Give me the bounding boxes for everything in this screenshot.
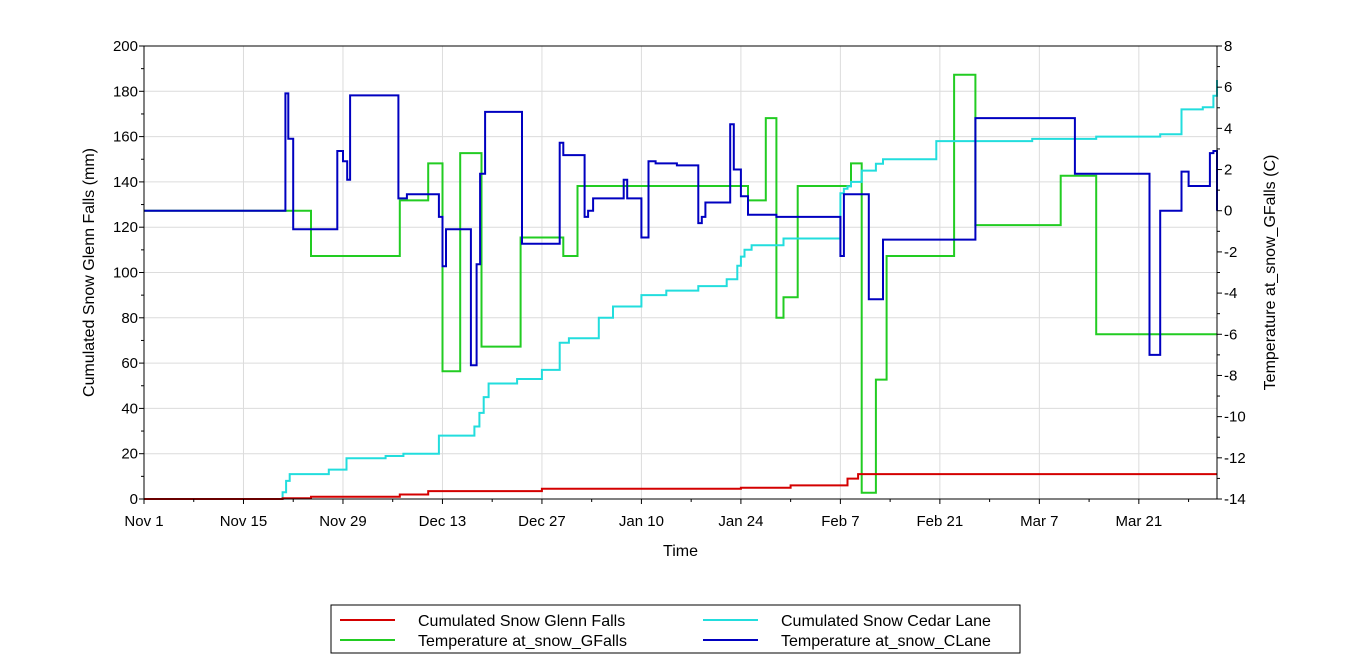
y2-tick-label: -2 [1224, 244, 1237, 261]
series-cumulated-snow-glenn-falls-line [144, 473, 1217, 500]
y-tick-label: 140 [113, 174, 138, 191]
y-axis-left: 0 20 40 60 80 100 120 140 160 180 200 [113, 38, 144, 508]
y2-tick-label: -8 [1224, 367, 1237, 384]
x-tick-label: Nov 15 [220, 513, 268, 530]
series-temperature-at-snow-clane-line [144, 92, 1218, 367]
x-tick-label: Nov 1 [124, 513, 163, 530]
series-temperature-at-snow-gfalls-line [144, 73, 1217, 494]
legend-cumulated-snow-cedar-lane-label: Cumulated Snow Cedar Lane [781, 613, 991, 630]
y2-tick-label: 0 [1224, 203, 1232, 220]
y2-tick-label: 8 [1224, 38, 1232, 55]
y2-tick-label: -4 [1224, 285, 1237, 302]
legend-box [330, 604, 1021, 654]
grid-lines [144, 46, 1217, 499]
y-axis-title: Cumulated Snow Glenn Falls (mm) [81, 148, 98, 397]
x-tick-label: Jan 24 [718, 513, 763, 530]
x-tick-label: Feb 7 [821, 513, 859, 530]
y2-tick-label: 6 [1224, 79, 1232, 96]
x-tick-label: Dec 13 [419, 513, 467, 530]
legend-temperature-at-snow-clane-label: Temperature at_snow_CLane [781, 633, 991, 650]
y-tick-label: 80 [121, 310, 138, 327]
y-axis-right: -14 -12 -10 -8 -6 -4 -2 0 2 4 6 8 [1217, 38, 1246, 508]
x-tick-label: Mar 7 [1020, 513, 1058, 530]
y2-tick-label: 4 [1224, 120, 1232, 137]
series-lines [144, 73, 1218, 500]
y2-tick-label: -10 [1224, 409, 1246, 426]
y-tick-label: 0 [130, 491, 138, 508]
x-tick-label: Dec 27 [518, 513, 566, 530]
y2-tick-label: 2 [1224, 162, 1232, 179]
y-tick-label: 60 [121, 355, 138, 372]
y-tick-label: 180 [113, 83, 138, 100]
x-tick-label: Nov 29 [319, 513, 367, 530]
legend-temperature-at-snow-gfalls-label: Temperature at_snow_GFalls [418, 633, 627, 650]
legend-cumulated-snow-glenn-falls-label: Cumulated Snow Glenn Falls [418, 613, 625, 630]
y-tick-label: 20 [121, 446, 138, 463]
y-tick-label: 160 [113, 129, 138, 146]
y2-axis-title: Temperature at_snow_GFalls (C) [1262, 155, 1279, 391]
y-tick-label: 120 [113, 219, 138, 236]
y-tick-label: 100 [113, 265, 138, 282]
x-tick-label: Jan 10 [619, 513, 664, 530]
x-axis: Nov 1 Nov 15 Nov 29 Dec 13 Dec 27 Jan 10 Jan 2… [124, 499, 1190, 530]
y-tick-label: 40 [121, 400, 138, 417]
x-tick-label: Mar 21 [1115, 513, 1162, 530]
y2-tick-label: -6 [1224, 326, 1237, 343]
x-tick-label: Feb 21 [917, 513, 964, 530]
y2-tick-label: -12 [1224, 450, 1246, 467]
y-tick-label: 200 [113, 38, 138, 55]
x-axis-title: Time [663, 543, 698, 560]
y2-tick-label: -14 [1224, 491, 1246, 508]
legend: Cumulated Snow Glenn Falls Cumulated Snow… [330, 604, 1021, 654]
series-cumulated-snow-cedar-lane-line [144, 80, 1218, 500]
